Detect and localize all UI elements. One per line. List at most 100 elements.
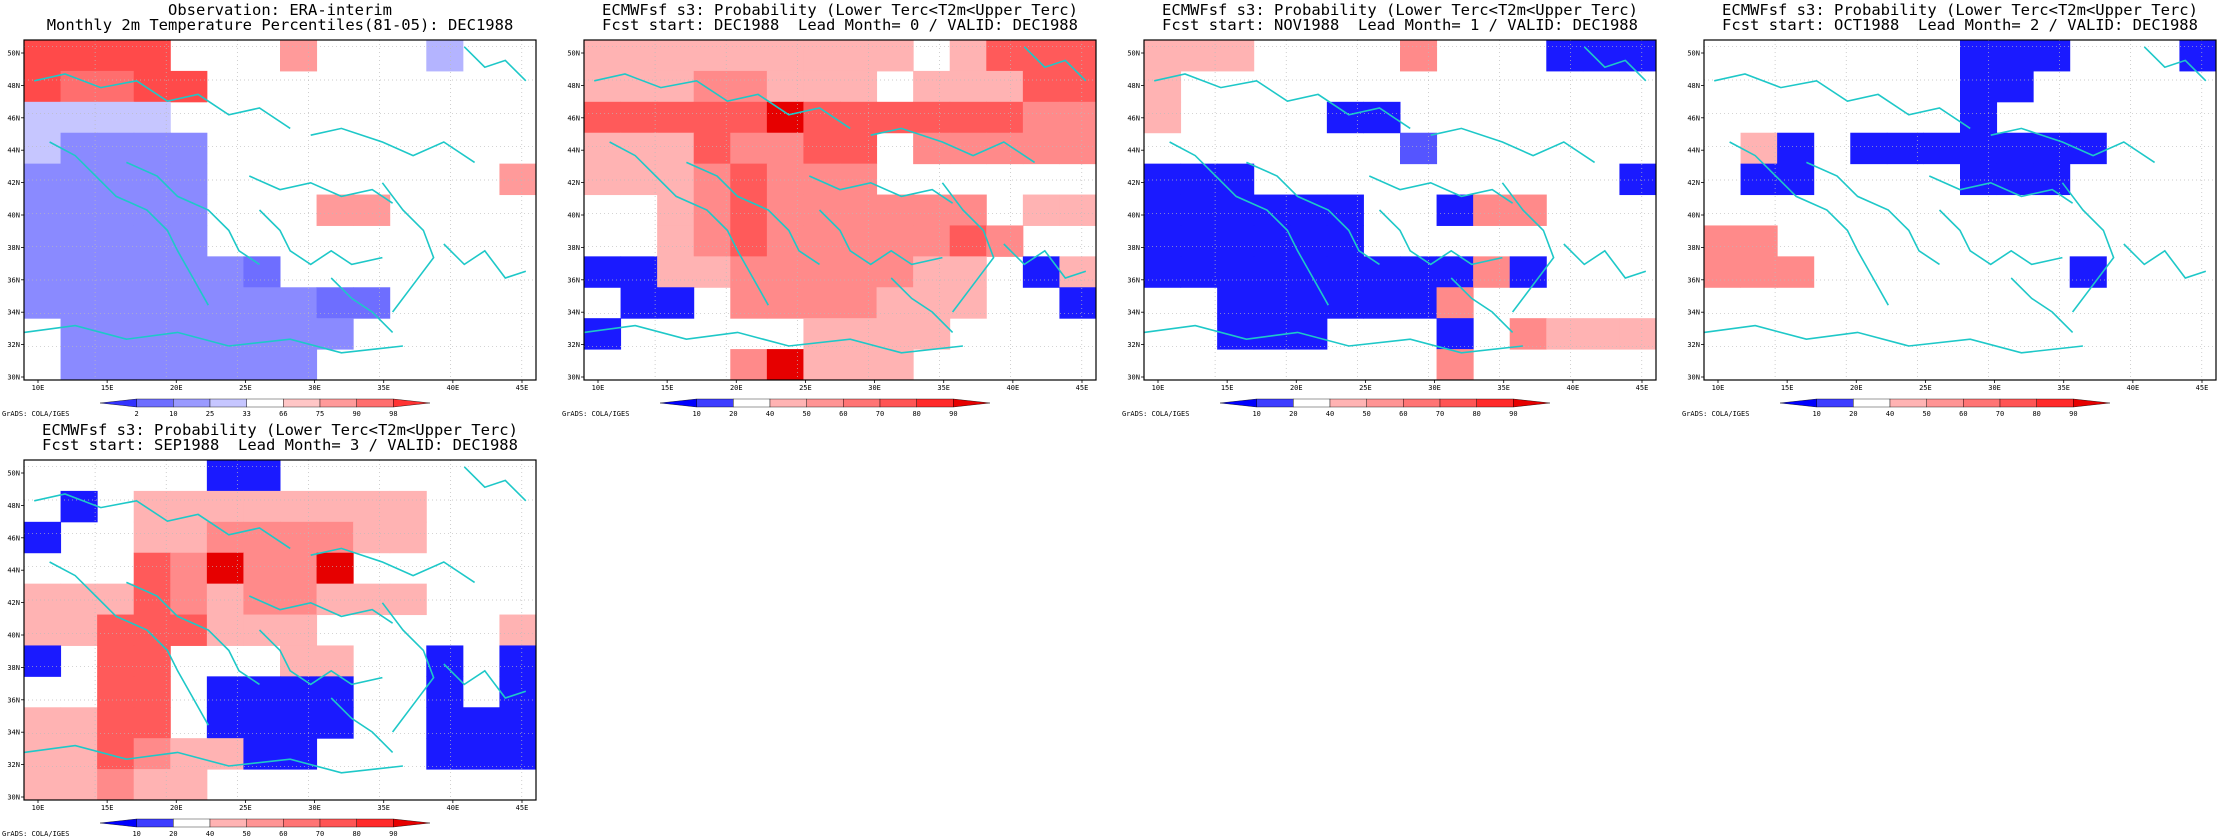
lon-tick-label: 45E: [516, 804, 529, 812]
colorbar-swatch: [209, 818, 247, 828]
grid-cell: [316, 707, 354, 739]
grid-cell: [243, 583, 281, 616]
grid-cell: [693, 70, 731, 103]
grid-cell: [913, 101, 951, 134]
lon-tick-label: 35E: [1497, 384, 1510, 392]
grid-cell: [97, 349, 135, 381]
grid-cell: [389, 521, 427, 554]
lon-tick-label: 15E: [1221, 384, 1234, 392]
colorbar-swatch: [99, 818, 137, 828]
colorbar-swatch: [1816, 398, 1854, 408]
lat-tick-label: 38N: [7, 664, 20, 672]
grid-cell: [280, 707, 318, 739]
grid-cell: [1326, 256, 1364, 288]
colorbar-label: 90: [949, 410, 957, 418]
grid-cell: [2033, 132, 2071, 165]
grid-cell: [60, 769, 98, 801]
grid-cell: [1059, 194, 1097, 226]
grid-cell: [1960, 101, 1998, 134]
grid-cell: [1253, 256, 1291, 288]
grid-cell: [1326, 194, 1364, 226]
grid-cell: [280, 614, 318, 646]
grid-cell: [949, 70, 987, 103]
lat-tick-label: 40N: [567, 212, 580, 220]
panel-title: ECMWFsf s3: Probability (Lower Terc<T2m<…: [1162, 1, 1638, 19]
grid-cell: [170, 738, 208, 770]
grid-cell: [913, 225, 951, 257]
lon-tick-label: 20E: [170, 384, 183, 392]
colorbar-label: 33: [242, 410, 250, 418]
colorbar-label: 80: [1472, 410, 1480, 418]
grid-cell: [170, 349, 208, 381]
grid-cell: [499, 676, 537, 708]
grid-cell: [97, 769, 135, 801]
lon-tick-label: 25E: [799, 384, 812, 392]
lon-tick-label: 25E: [1919, 384, 1932, 392]
grid-cell: [1509, 318, 1547, 350]
grid-cell: [620, 287, 658, 319]
coastline: [1729, 141, 1889, 306]
colorbar-label: 90: [2069, 410, 2077, 418]
grid-cell: [60, 614, 98, 646]
colorbar-swatch: [136, 818, 174, 828]
lat-tick-label: 36N: [1687, 276, 1700, 284]
grid-cell: [584, 256, 622, 288]
grid-cell: [693, 194, 731, 226]
grid-cell: [657, 132, 695, 165]
coastline: [2061, 182, 2115, 313]
lat-tick-label: 44N: [7, 147, 20, 155]
lat-tick-label: 46N: [1127, 114, 1140, 122]
grid-cell: [730, 132, 768, 165]
coastline: [23, 744, 403, 774]
grid-cell: [170, 163, 208, 196]
grid-cell: [316, 287, 354, 319]
coastline: [330, 697, 394, 753]
grid-cell: [949, 256, 987, 288]
coastline: [818, 209, 943, 266]
grid-cell: [766, 70, 804, 103]
grid-cell: [730, 287, 768, 319]
grid-cell: [133, 769, 171, 801]
lon-tick-label: 40E: [447, 384, 460, 392]
grid-cell: [730, 163, 768, 196]
grid-cell: [1059, 256, 1097, 288]
grid-cell: [1777, 132, 1815, 165]
grid-cell: [60, 318, 98, 350]
grid-cell: [1326, 287, 1364, 319]
coastline: [1806, 161, 1940, 266]
coastline: [890, 277, 954, 333]
grid-cell: [840, 163, 878, 196]
lon-tick-label: 20E: [1290, 384, 1303, 392]
grid-cell: [316, 552, 354, 585]
lat-tick-label: 48N: [567, 82, 580, 90]
lon-tick-label: 40E: [1567, 384, 1580, 392]
coastline: [49, 561, 209, 726]
lat-tick-label: 38N: [567, 244, 580, 252]
grid-cell: [133, 676, 171, 708]
coastline: [126, 161, 260, 266]
lat-tick-label: 36N: [1127, 276, 1140, 284]
grid-cell: [24, 614, 62, 646]
grid-cell: [949, 101, 987, 134]
lon-tick-label: 40E: [447, 804, 460, 812]
grid-cell: [97, 225, 135, 257]
lat-tick-label: 30N: [7, 794, 20, 802]
lat-tick-label: 40N: [7, 212, 20, 220]
grid-cell: [1996, 132, 2034, 165]
coastline: [870, 127, 1036, 164]
grid-cell: [24, 132, 62, 165]
grid-cell: [206, 460, 244, 492]
colorbar-swatch: [733, 398, 771, 408]
grid-cell: [913, 132, 951, 165]
grid-cell: [1144, 101, 1182, 134]
grid-cell: [97, 707, 135, 739]
colorbar-swatch: [1403, 398, 1441, 408]
coastline: [330, 277, 394, 333]
grid-cell: [876, 287, 914, 319]
coastline: [1246, 161, 1380, 266]
grid-cell: [2179, 40, 2217, 72]
grid-cell: [316, 583, 354, 616]
grid-cell: [133, 521, 171, 554]
grid-cell: [1400, 40, 1438, 72]
grid-cell: [499, 707, 537, 739]
